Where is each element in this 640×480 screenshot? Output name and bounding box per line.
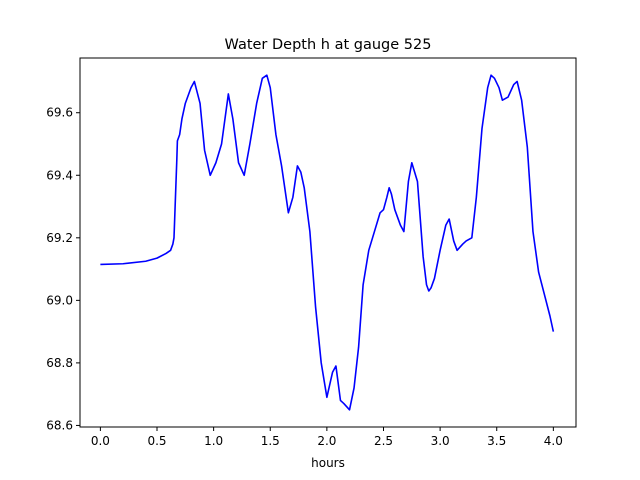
series-line [100, 74, 555, 411]
x-tick-label: 1.0 [204, 434, 223, 448]
x-tick-label: 0.0 [91, 434, 110, 448]
chart-title: Water Depth h at gauge 525 [225, 37, 432, 53]
x-tick-label: 2.5 [374, 434, 393, 448]
y-tick-label: 69.0 [46, 293, 73, 307]
x-tick-label: 4.0 [544, 434, 563, 448]
x-tick-label: 3.5 [487, 434, 506, 448]
x-tick-label: 2.0 [317, 434, 336, 448]
x-axis-label: hours [311, 456, 345, 470]
y-tick-label: 69.4 [46, 168, 73, 182]
y-tick-label: 69.6 [46, 106, 73, 120]
plot-frame [79, 57, 577, 428]
x-axis: 0.0 0.5 1.0 1.5 2.0 2.5 3.0 3.5 4.0 [91, 427, 563, 448]
y-tick-label: 69.2 [46, 231, 73, 245]
x-tick-label: 0.5 [147, 434, 166, 448]
x-tick-label: 1.5 [261, 434, 280, 448]
y-tick-label: 68.6 [46, 418, 73, 432]
y-axis: 68.6 68.8 69.0 69.2 69.4 69.6 [46, 106, 80, 432]
x-tick-label: 3.0 [431, 434, 450, 448]
y-tick-label: 68.8 [46, 356, 73, 370]
